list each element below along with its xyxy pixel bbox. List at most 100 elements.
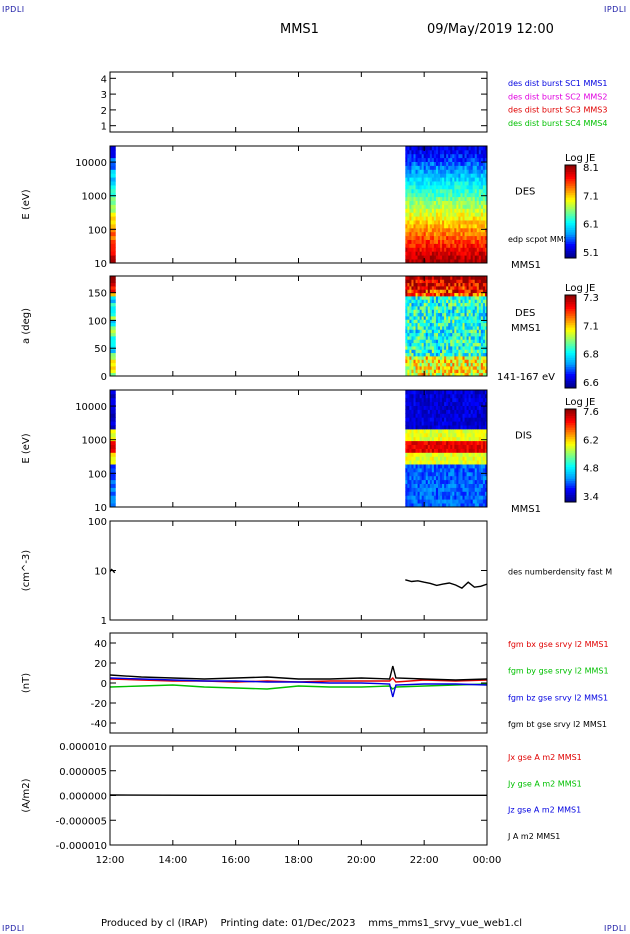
spectrogram-des-energy-spectrogram [110, 146, 488, 264]
y-tick-label-magnetic-field-1: -20 [91, 699, 107, 710]
legend-entry-burst-intervals-2: des dist burst SC3 MMS3 [508, 106, 607, 115]
x-tick-label-4: 20:00 [347, 855, 376, 866]
y-tick-label-number-density-1: 10 [94, 567, 107, 578]
overlay-label-des-energy-spectrogram: edp scpot MMS1 [508, 235, 574, 244]
corner-label-bottom-right: IPDLI [604, 924, 627, 933]
series-line-magnetic-field-2 [109, 677, 488, 698]
side-label-des-energy-spectrogram-1: MMS1 [511, 260, 541, 271]
y-tick-label-current-density-0: -0.000010 [56, 841, 107, 852]
colorbar-tick-des-pitch-angle-1: 7.1 [583, 321, 599, 332]
legend-entry-number-density-0: des numberdensity fast M [508, 568, 612, 577]
panel-frame-burst-intervals [109, 71, 488, 133]
colorbar-tick-dis-energy-spectrogram-0: 7.6 [583, 407, 599, 418]
y-tick-label-des-energy-spectrogram-1: 100 [88, 225, 107, 236]
y-tick-label-des-energy-spectrogram-0: 10 [94, 259, 107, 270]
colorbar-dis-energy-spectrogram [564, 408, 577, 503]
y-tick-label-des-pitch-angle-1: 50 [94, 344, 107, 355]
corner-label-top-right: IPDLI [604, 5, 627, 14]
y-tick-label-dis-energy-spectrogram-1: 100 [88, 469, 107, 480]
footer-product: mms_mms1_srvy_vue_web1.cl [368, 918, 523, 929]
legend-entry-current-density-2: Jz gse A m2 MMS1 [507, 806, 581, 815]
y-tick-label-des-pitch-angle-3: 150 [88, 289, 107, 300]
colorbar-tick-dis-energy-spectrogram-2: 4.8 [583, 464, 599, 475]
x-tick-label-1: 14:00 [158, 855, 187, 866]
side-label-des-pitch-angle-2: 141-167 eV [497, 372, 555, 383]
y-tick-label-magnetic-field-2: 0 [101, 679, 107, 690]
legend-entry-magnetic-field-3: fgm bt gse srvy l2 MMS1 [508, 720, 607, 729]
header-spacecraft: MMS1 [280, 22, 319, 37]
y-tick-label-dis-energy-spectrogram-2: 1000 [82, 436, 107, 447]
series-line-number-density-1 [405, 579, 488, 589]
y-axis-label-dis-energy-spectrogram: E (eV) [21, 433, 32, 463]
corner-label-bottom-left: IPDLI [2, 924, 25, 933]
series-line-number-density-0 [109, 568, 116, 574]
spectrogram-dis-energy-spectrogram [110, 390, 488, 508]
y-tick-label-burst-intervals-1: 2 [101, 106, 107, 117]
colorbar-tick-dis-energy-spectrogram-1: 6.2 [583, 435, 599, 446]
y-axis-label-magnetic-field: (nT) [21, 673, 32, 693]
y-tick-label-current-density-3: 0.000005 [59, 767, 107, 778]
header-datetime: 09/May/2019 12:00 [427, 22, 554, 37]
side-label-des-pitch-angle-0: DES [515, 308, 535, 319]
footer-printing-date: Printing date: 01/Dec/2023 [220, 918, 356, 929]
x-tick-label-5: 22:00 [410, 855, 439, 866]
y-axis-label-number-density: (cm^-3) [21, 550, 32, 591]
panel-frame-number-density [109, 520, 488, 621]
x-tick-label-2: 16:00 [221, 855, 250, 866]
spectrogram-des-pitch-angle [110, 276, 488, 377]
legend-entry-current-density-3: J A m2 MMS1 [507, 832, 560, 841]
colorbar-tick-des-pitch-angle-0: 7.3 [583, 293, 599, 304]
footer-produced-by: Produced by cl (IRAP) [101, 918, 208, 929]
y-tick-label-current-density-2: 0.000000 [59, 792, 107, 803]
y-tick-label-des-pitch-angle-0: 0 [101, 372, 107, 383]
legend-entry-magnetic-field-1: fgm by gse srvy l2 MMS1 [508, 667, 609, 676]
side-label-dis-energy-spectrogram-0: DIS [515, 431, 532, 442]
y-tick-label-current-density-4: 0.000010 [59, 742, 107, 753]
y-tick-label-burst-intervals-0: 1 [101, 122, 107, 133]
colorbar-tick-des-pitch-angle-2: 6.8 [583, 350, 599, 361]
y-axis-label-des-pitch-angle: a (deg) [21, 308, 32, 344]
x-tick-label-6: 00:00 [473, 855, 502, 866]
y-axis-label-current-density: (A/m2) [21, 778, 32, 812]
legend-entry-burst-intervals-1: des dist burst SC2 MMS2 [508, 92, 607, 101]
colorbar-tick-des-pitch-angle-3: 6.6 [583, 378, 599, 389]
y-tick-label-des-energy-spectrogram-2: 1000 [82, 192, 107, 203]
y-tick-label-magnetic-field-4: 40 [94, 639, 107, 650]
legend-entry-burst-intervals-0: des dist burst SC1 MMS1 [508, 79, 607, 88]
legend-entry-magnetic-field-0: fgm bx gse srvy l2 MMS1 [508, 640, 609, 649]
series-line-magnetic-field-1 [109, 683, 488, 690]
colorbar-tick-des-energy-spectrogram-2: 6.1 [583, 220, 599, 231]
y-tick-label-burst-intervals-2: 3 [101, 90, 107, 101]
colorbar-tick-dis-energy-spectrogram-3: 3.4 [583, 492, 599, 503]
colorbar-des-energy-spectrogram [564, 164, 577, 259]
x-tick-label-0: 12:00 [96, 855, 125, 866]
y-tick-label-number-density-2: 100 [88, 517, 107, 528]
colorbar-title-des-pitch-angle: Log JE [565, 283, 595, 294]
y-tick-label-number-density-0: 1 [101, 616, 107, 627]
y-tick-label-burst-intervals-3: 4 [101, 74, 107, 85]
legend-entry-magnetic-field-2: fgm bz gse srvy l2 MMS1 [508, 693, 608, 702]
legend-entry-burst-intervals-3: des dist burst SC4 MMS4 [508, 119, 607, 128]
side-label-des-pitch-angle-1: MMS1 [511, 323, 541, 334]
side-label-des-energy-spectrogram-0: DES [515, 187, 535, 198]
colorbar-tick-des-energy-spectrogram-0: 8.1 [583, 163, 599, 174]
side-label-dis-energy-spectrogram-1: MMS1 [511, 504, 541, 515]
y-tick-label-current-density-1: -0.000005 [56, 816, 107, 827]
colorbar-tick-des-energy-spectrogram-1: 7.1 [583, 191, 599, 202]
colorbar-title-des-energy-spectrogram: Log JE [565, 153, 595, 164]
corner-label-top-left: IPDLI [2, 5, 25, 14]
x-tick-label-3: 18:00 [284, 855, 313, 866]
legend-entry-current-density-0: Jx gse A m2 MMS1 [507, 753, 582, 762]
footer: Produced by cl (IRAP) Printing date: 01/… [101, 918, 522, 929]
y-tick-label-magnetic-field-3: 20 [94, 659, 107, 670]
y-tick-label-dis-energy-spectrogram-3: 10000 [75, 402, 107, 413]
y-tick-label-des-pitch-angle-2: 100 [88, 316, 107, 327]
panel-frame-magnetic-field [109, 632, 488, 734]
colorbar-title-dis-energy-spectrogram: Log JE [565, 397, 595, 408]
colorbar-des-pitch-angle [564, 294, 577, 389]
series-line-magnetic-field-3 [109, 665, 488, 681]
legend-entry-current-density-1: Jy gse A m2 MMS1 [507, 779, 582, 788]
y-tick-label-magnetic-field-0: -40 [91, 719, 107, 730]
y-axis-label-des-energy-spectrogram: E (eV) [21, 189, 32, 219]
